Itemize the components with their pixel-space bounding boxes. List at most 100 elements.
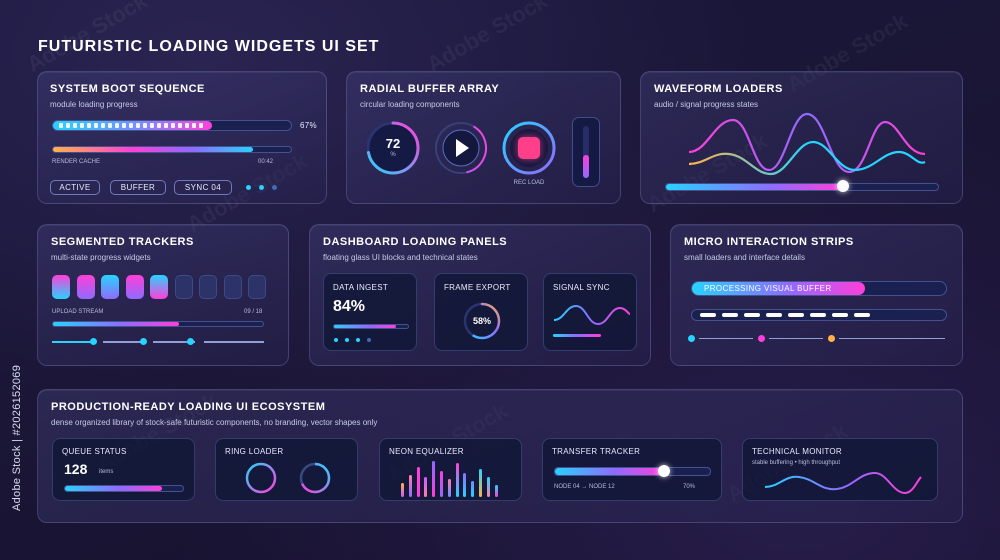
progress-tick: [192, 123, 196, 128]
dash-segment: [854, 313, 870, 317]
segment-block: [76, 275, 95, 299]
segment-block: [248, 275, 266, 299]
transfer-route: NODE 04 → NODE 12: [554, 484, 615, 490]
segmented-panel: SEGMENTED TRACKERS multi-state progress …: [37, 224, 289, 366]
waveform-slider-knob[interactable]: [837, 180, 849, 192]
processing-bar-fill: [692, 282, 865, 295]
status-dot: [356, 338, 360, 342]
card-label: RING LOADER: [225, 447, 284, 456]
progress-tick: [94, 123, 98, 128]
equalizer-bars: [401, 459, 501, 497]
transfer-knob[interactable]: [658, 465, 670, 477]
ingest-value: 84%: [333, 298, 366, 315]
watermark: Adobe Stock: [422, 0, 552, 78]
progress-tick: [87, 123, 91, 128]
dash-segment: [700, 313, 716, 317]
vertical-loader-rail: [583, 126, 589, 178]
waveform-slider-track[interactable]: [665, 180, 939, 192]
panel-title: MICRO INTERACTION STRIPS: [684, 236, 854, 248]
ecosystem-panel: PRODUCTION-READY LOADING UI ECOSYSTEM de…: [37, 389, 963, 523]
mini-slider-knob[interactable]: [90, 338, 97, 345]
equalizer-bar: [447, 479, 451, 497]
dash-segment: [766, 313, 782, 317]
panel-subtitle: audio / signal progress states: [654, 100, 759, 109]
progress-tick: [157, 123, 161, 128]
radial-ring-unit: %: [390, 152, 396, 158]
export-value: 58%: [472, 316, 491, 326]
progress-tick: [122, 123, 126, 128]
transfer-track[interactable]: [554, 465, 711, 477]
cache-progress-fill: [53, 147, 253, 152]
chip-active[interactable]: ACTIVE: [50, 180, 100, 195]
status-dot: [345, 338, 349, 342]
rec-label: REC LOAD: [513, 180, 545, 186]
progress-tick: [164, 123, 168, 128]
progress-tick: [171, 123, 175, 128]
play-icon[interactable]: [456, 139, 469, 157]
card-label: TECHNICAL MONITOR: [752, 447, 842, 456]
mini-slider[interactable]: [103, 341, 145, 343]
segment-block: [52, 275, 70, 299]
rec-stop-button[interactable]: [518, 137, 540, 159]
equalizer-bar: [408, 475, 412, 497]
vertical-loader-fill: [583, 155, 589, 178]
cache-time: 00:42: [258, 159, 274, 165]
progress-tick: [101, 123, 105, 128]
export-ring-arc: [463, 302, 501, 340]
panel-subtitle: floating glass UI blocks and technical s…: [323, 253, 478, 262]
panel-title: WAVEFORM LOADERS: [654, 83, 783, 95]
ring-loader-card: RING LOADER: [215, 438, 358, 501]
segment-block: [101, 275, 119, 299]
strip-dot: [758, 335, 765, 342]
stream-count: 09 / 18: [244, 309, 263, 315]
equalizer-bar: [486, 477, 490, 497]
equalizer-bar: [463, 473, 467, 497]
status-dot: [259, 185, 264, 190]
export-ring: [463, 302, 501, 340]
progress-tick: [136, 123, 140, 128]
progress-tick: [199, 123, 203, 128]
equalizer-bar: [471, 481, 475, 497]
stock-id-label: Adobe Stock | #2026152069: [11, 364, 23, 511]
panel-title: SEGMENTED TRACKERS: [51, 236, 194, 248]
dash-segment: [832, 313, 848, 317]
dash-segment: [810, 313, 826, 317]
waveform-line-magenta: [688, 112, 926, 174]
vertical-loader-track: [572, 117, 600, 187]
boot-progress-track: [52, 120, 292, 131]
mini-slider[interactable]: [204, 341, 264, 343]
progress-tick: [66, 123, 70, 128]
mini-slider[interactable]: [153, 341, 195, 343]
mini-slider-knob[interactable]: [187, 338, 194, 345]
progress-tick: [178, 123, 182, 128]
chip-buffer[interactable]: BUFFER: [110, 180, 166, 195]
mini-slider-knob[interactable]: [140, 338, 147, 345]
panel-subtitle: multi-state progress widgets: [51, 253, 151, 262]
data-ingest-card: DATA INGEST 84%: [323, 273, 417, 351]
segment-block: [223, 275, 242, 299]
ring-loader-b: [299, 462, 331, 494]
panel-subtitle: module loading progress: [50, 100, 138, 109]
progress-tick: [150, 123, 154, 128]
status-dot: [334, 338, 338, 342]
micro-strips-panel: MICRO INTERACTION STRIPS small loaders a…: [670, 224, 963, 366]
panel-title: PRODUCTION-READY LOADING UI ECOSYSTEM: [51, 401, 326, 413]
card-label: TRANSFER TRACKER: [552, 447, 641, 456]
monitor-subtitle: stable buffering • high throughput: [752, 460, 841, 466]
card-label: FRAME EXPORT: [444, 283, 511, 292]
chip-sync[interactable]: SYNC 04: [174, 180, 232, 195]
progress-tick: [80, 123, 84, 128]
panel-subtitle: circular loading components: [360, 100, 460, 109]
frame-export-card: FRAME EXPORT 58%: [434, 273, 528, 351]
segment-block: [174, 275, 193, 299]
dash-segment: [744, 313, 760, 317]
equalizer-bar: [455, 463, 459, 497]
dashboard-panel: DASHBOARD LOADING PANELS floating glass …: [309, 224, 651, 366]
transfer-tracker-card: TRANSFER TRACKER NODE 04 → NODE 12 70%: [542, 438, 722, 501]
neon-equalizer-card: NEON EQUALIZER: [379, 438, 522, 501]
strip-line: [839, 338, 945, 339]
mini-slider[interactable]: [52, 341, 94, 343]
signal-sync-wave: [553, 304, 631, 326]
equalizer-bar: [424, 477, 428, 497]
system-boot-panel: SYSTEM BOOT SEQUENCE module loading prog…: [37, 71, 327, 204]
